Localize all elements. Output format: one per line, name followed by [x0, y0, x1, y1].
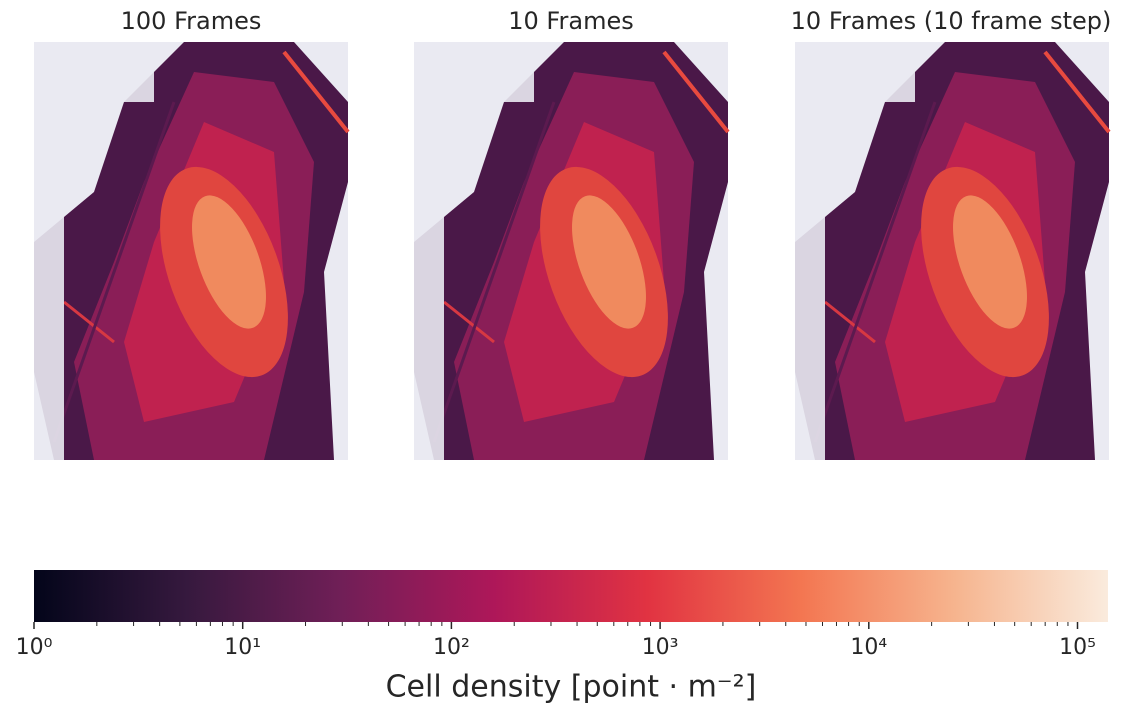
colorbar-label: Cell density [point · m⁻²] [386, 670, 757, 705]
tick-label: 10⁴ [850, 635, 887, 660]
panel-title: 10 Frames (10 frame step) [791, 7, 1112, 35]
heatmap-image [412, 40, 730, 462]
panel-title: 10 Frames [508, 7, 633, 35]
panel-title: 100 Frames [121, 7, 262, 35]
tick-label: 10⁵ [1059, 635, 1096, 660]
tick-label: 10⁰ [16, 635, 53, 660]
colorbar [34, 570, 1108, 622]
heatmap-image [32, 40, 350, 462]
tick-label: 10³ [642, 635, 679, 660]
heatmap-image [793, 40, 1111, 462]
tick-label: 10¹ [224, 635, 261, 660]
tick-label: 10² [433, 635, 470, 660]
